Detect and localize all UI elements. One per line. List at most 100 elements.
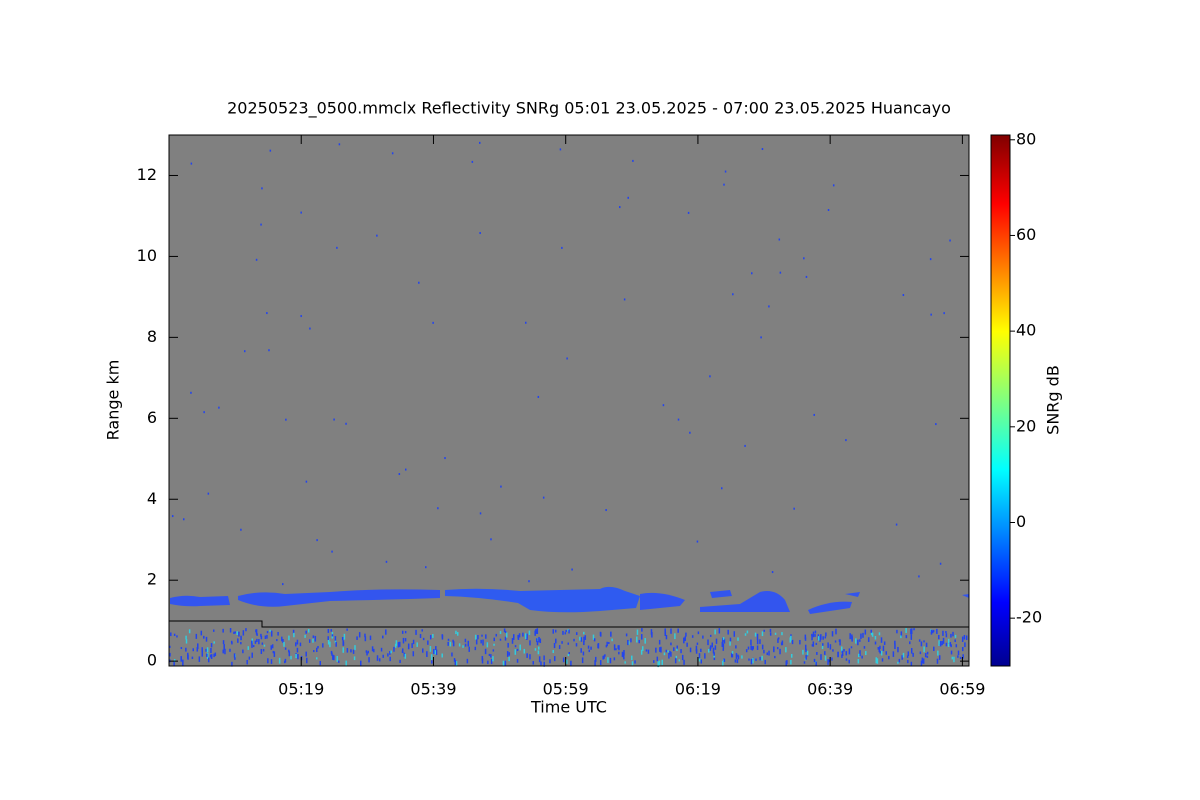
- noise-dot: [282, 638, 284, 643]
- noise-dot: [263, 644, 266, 647]
- noise-dot: [284, 658, 287, 663]
- noise-dot: [804, 637, 807, 641]
- noise-dot: [399, 659, 401, 664]
- noise-dot: [429, 646, 432, 652]
- noise-dot: [583, 631, 585, 635]
- noise-dot: [921, 657, 924, 664]
- colorbar-label: SNRg dB: [1044, 365, 1063, 435]
- noise-dot: [273, 651, 276, 657]
- noise-dot: [733, 631, 736, 637]
- noise-dot: [500, 485, 502, 488]
- noise-dot: [209, 654, 212, 658]
- noise-dot: [171, 515, 174, 518]
- noise-dot: [641, 646, 644, 651]
- noise-dot: [638, 639, 640, 644]
- noise-dot: [297, 654, 299, 660]
- noise-dot: [650, 629, 653, 635]
- noise-dot: [543, 655, 545, 661]
- noise-dot: [803, 257, 805, 260]
- noise-dot: [926, 651, 929, 655]
- noise-dot: [918, 639, 921, 642]
- noise-dot: [404, 638, 407, 642]
- noise-dot: [432, 634, 434, 638]
- noise-dot: [894, 643, 896, 650]
- noise-dot: [656, 656, 659, 662]
- noise-dot: [957, 650, 960, 656]
- noise-dot: [680, 649, 682, 654]
- noise-dot: [910, 661, 913, 667]
- noise-dot: [605, 509, 607, 512]
- noise-dot: [416, 642, 418, 647]
- y-tick-label: 8: [147, 327, 157, 346]
- noise-dot: [422, 637, 425, 641]
- noise-dot: [582, 651, 585, 656]
- noise-dot: [913, 628, 915, 631]
- noise-dot: [593, 638, 596, 642]
- noise-dot: [777, 637, 780, 640]
- noise-dot: [517, 634, 519, 639]
- noise-dot: [729, 637, 732, 642]
- noise-dot: [609, 657, 612, 664]
- noise-dot: [814, 630, 817, 634]
- noise-dot: [455, 630, 457, 635]
- noise-dot: [860, 633, 862, 639]
- noise-dot: [711, 642, 714, 648]
- noise-dot: [843, 649, 845, 652]
- noise-dot: [376, 655, 379, 661]
- noise-dot: [393, 646, 395, 652]
- noise-dot: [945, 633, 948, 638]
- noise-dot: [345, 422, 347, 425]
- noise-dot: [566, 357, 568, 360]
- noise-dot: [568, 652, 570, 655]
- noise-dot: [508, 652, 511, 656]
- noise-dot: [503, 628, 506, 633]
- noise-dot: [939, 644, 942, 647]
- noise-dot: [931, 630, 934, 634]
- noise-dot: [507, 642, 509, 648]
- noise-dot: [169, 645, 171, 648]
- noise-dot: [230, 640, 233, 644]
- noise-dot: [480, 639, 482, 644]
- noise-dot: [624, 661, 626, 664]
- noise-dot: [857, 659, 860, 664]
- noise-dot: [481, 634, 483, 637]
- noise-dot: [504, 636, 507, 641]
- noise-dot: [254, 640, 257, 644]
- noise-dot: [490, 654, 492, 658]
- noise-dot: [299, 642, 302, 647]
- colorbar-tick-label: 60: [1016, 225, 1036, 244]
- plot-frame: [168, 134, 970, 667]
- noise-dot: [880, 637, 883, 643]
- noise-dot: [879, 650, 881, 654]
- noise-dot: [251, 642, 253, 648]
- noise-dot: [722, 637, 725, 640]
- noise-dot: [581, 657, 584, 664]
- noise-dot: [861, 655, 863, 659]
- noise-dot: [713, 657, 716, 661]
- noise-dot: [933, 646, 935, 651]
- noise-dot: [619, 206, 621, 209]
- noise-dot: [943, 312, 945, 315]
- noise-dot: [580, 648, 582, 653]
- noise-dot: [941, 640, 943, 646]
- noise-dot: [570, 660, 572, 667]
- noise-dot: [430, 654, 433, 660]
- noise-dot: [897, 661, 899, 664]
- noise-dot: [542, 496, 545, 499]
- x-tick-label: 06:59: [939, 680, 985, 699]
- noise-dot: [260, 648, 263, 654]
- noise-dot: [454, 659, 457, 666]
- noise-dot: [214, 652, 217, 657]
- noise-dot: [240, 635, 242, 641]
- noise-dot: [955, 644, 958, 648]
- noise-dot: [185, 635, 187, 640]
- noise-dot: [524, 633, 527, 639]
- noise-dot: [597, 643, 599, 649]
- noise-dot: [567, 642, 570, 645]
- noise-dot: [327, 629, 330, 633]
- noise-dot: [870, 629, 872, 633]
- noise-dot: [316, 647, 318, 653]
- noise-dot: [746, 630, 749, 634]
- noise-dot: [832, 649, 834, 652]
- noise-dot: [529, 640, 531, 646]
